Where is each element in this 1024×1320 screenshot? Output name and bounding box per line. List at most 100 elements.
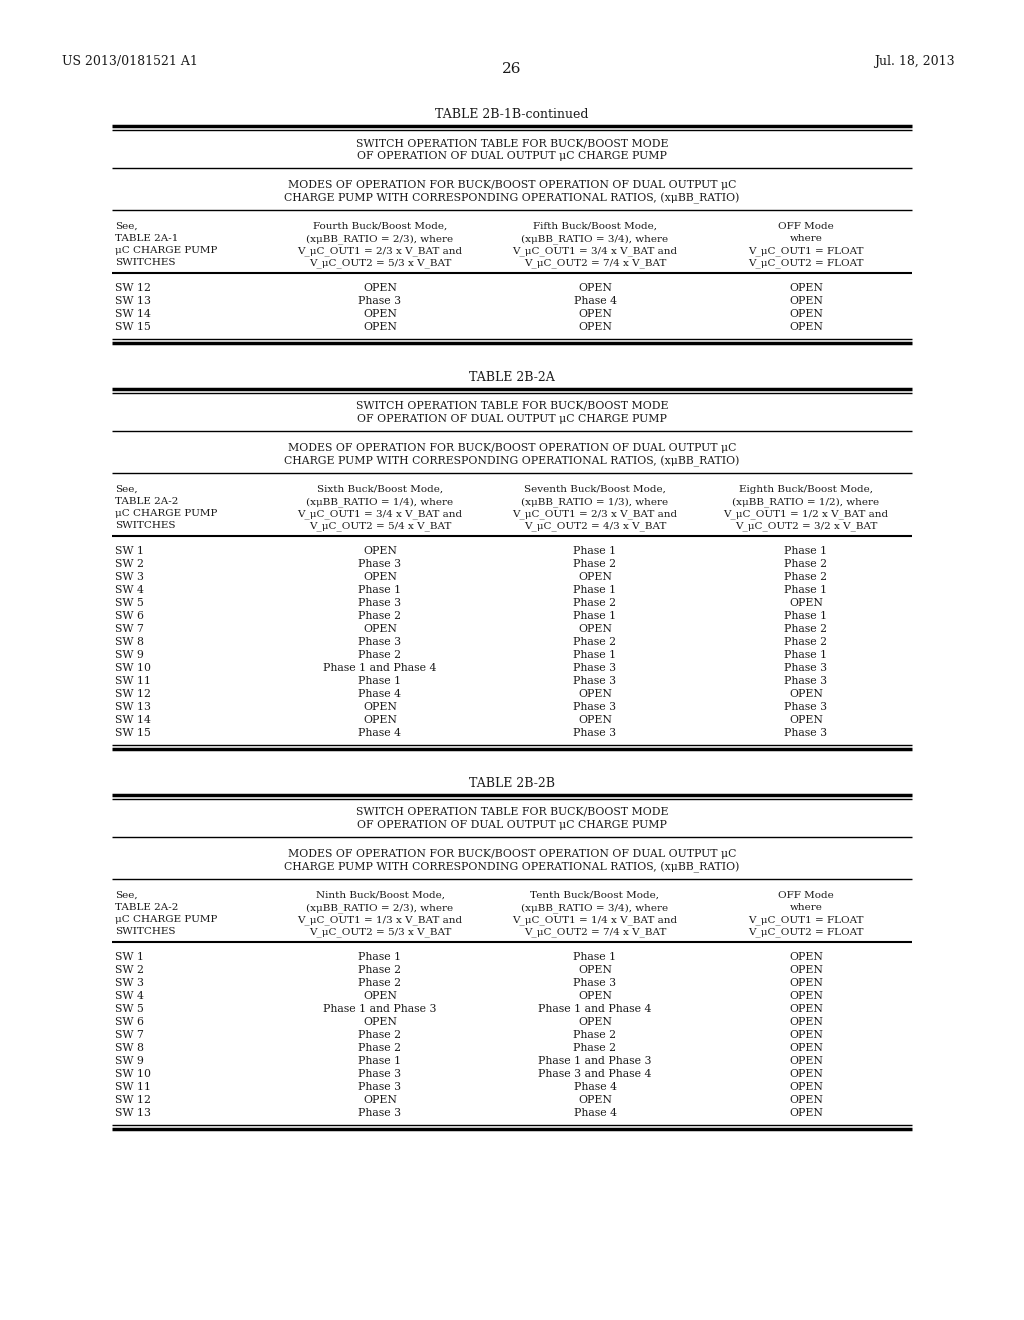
- Text: Phase 1 and Phase 3: Phase 1 and Phase 3: [539, 1056, 651, 1067]
- Text: OPEN: OPEN: [579, 689, 612, 700]
- Text: Phase 1: Phase 1: [784, 611, 827, 620]
- Text: Sixth Buck/Boost Mode,: Sixth Buck/Boost Mode,: [317, 484, 443, 494]
- Text: Phase 1: Phase 1: [358, 676, 401, 686]
- Text: SW 3: SW 3: [115, 572, 144, 582]
- Text: MODES OF OPERATION FOR BUCK/BOOST OPERATION OF DUAL OUTPUT μC: MODES OF OPERATION FOR BUCK/BOOST OPERAT…: [288, 849, 736, 859]
- Text: V_μC_OUT1 = 3/4 x V_BAT and: V_μC_OUT1 = 3/4 x V_BAT and: [512, 246, 678, 256]
- Text: TABLE 2B-2B: TABLE 2B-2B: [469, 777, 555, 789]
- Text: SW 15: SW 15: [115, 322, 151, 333]
- Text: Phase 3: Phase 3: [784, 663, 827, 673]
- Text: Ninth Buck/Boost Mode,: Ninth Buck/Boost Mode,: [315, 891, 444, 900]
- Text: SW 10: SW 10: [115, 663, 151, 673]
- Text: SW 13: SW 13: [115, 296, 151, 306]
- Text: Phase 2: Phase 2: [784, 572, 827, 582]
- Text: TABLE 2A-2: TABLE 2A-2: [115, 903, 178, 912]
- Text: Phase 2: Phase 2: [573, 638, 616, 647]
- Text: V_μC_OUT2 = FLOAT: V_μC_OUT2 = FLOAT: [749, 257, 864, 268]
- Text: V_μC_OUT1 = 1/4 x V_BAT and: V_μC_OUT1 = 1/4 x V_BAT and: [512, 915, 678, 925]
- Text: (xμBB_RATIO = 3/4), where: (xμBB_RATIO = 3/4), where: [521, 234, 669, 244]
- Text: Phase 1: Phase 1: [358, 1056, 401, 1067]
- Text: V_μC_OUT1 = 1/3 x V_BAT and: V_μC_OUT1 = 1/3 x V_BAT and: [297, 915, 463, 925]
- Text: OPEN: OPEN: [364, 309, 397, 319]
- Text: OPEN: OPEN: [364, 624, 397, 634]
- Text: V_μC_OUT2 = 7/4 x V_BAT: V_μC_OUT2 = 7/4 x V_BAT: [524, 927, 667, 937]
- Text: Phase 2: Phase 2: [784, 558, 827, 569]
- Text: (xμBB_RATIO = 3/4), where: (xμBB_RATIO = 3/4), where: [521, 903, 669, 913]
- Text: V_μC_OUT2 = 5/4 x V_BAT: V_μC_OUT2 = 5/4 x V_BAT: [309, 521, 452, 531]
- Text: V_μC_OUT2 = 7/4 x V_BAT: V_μC_OUT2 = 7/4 x V_BAT: [524, 257, 667, 268]
- Text: SW 7: SW 7: [115, 624, 144, 634]
- Text: SWITCH OPERATION TABLE FOR BUCK/BOOST MODE: SWITCH OPERATION TABLE FOR BUCK/BOOST MO…: [355, 139, 669, 148]
- Text: OPEN: OPEN: [364, 715, 397, 725]
- Text: SW 11: SW 11: [115, 676, 151, 686]
- Text: Phase 2: Phase 2: [784, 624, 827, 634]
- Text: CHARGE PUMP WITH CORRESPONDING OPERATIONAL RATIOS, (xμBB_RATIO): CHARGE PUMP WITH CORRESPONDING OPERATION…: [285, 455, 739, 467]
- Text: SW 9: SW 9: [115, 1056, 144, 1067]
- Text: OPEN: OPEN: [790, 309, 823, 319]
- Text: OPEN: OPEN: [790, 965, 823, 975]
- Text: SW 14: SW 14: [115, 715, 151, 725]
- Text: V_μC_OUT1 = FLOAT: V_μC_OUT1 = FLOAT: [749, 915, 864, 925]
- Text: SW 10: SW 10: [115, 1069, 151, 1078]
- Text: V_μC_OUT1 = 2/3 x V_BAT and: V_μC_OUT1 = 2/3 x V_BAT and: [512, 510, 678, 519]
- Text: OPEN: OPEN: [579, 309, 612, 319]
- Text: MODES OF OPERATION FOR BUCK/BOOST OPERATION OF DUAL OUTPUT μC: MODES OF OPERATION FOR BUCK/BOOST OPERAT…: [288, 180, 736, 190]
- Text: SW 12: SW 12: [115, 689, 151, 700]
- Text: TABLE 2B-1B-continued: TABLE 2B-1B-continued: [435, 108, 589, 121]
- Text: Phase 1: Phase 1: [573, 546, 616, 556]
- Text: SW 6: SW 6: [115, 1016, 144, 1027]
- Text: (xμBB_RATIO = 1/3), where: (xμBB_RATIO = 1/3), where: [521, 498, 669, 507]
- Text: μC CHARGE PUMP: μC CHARGE PUMP: [115, 246, 217, 255]
- Text: Phase 1: Phase 1: [784, 585, 827, 595]
- Text: Phase 2: Phase 2: [358, 611, 401, 620]
- Text: SW 1: SW 1: [115, 952, 144, 962]
- Text: OPEN: OPEN: [364, 546, 397, 556]
- Text: Phase 3: Phase 3: [358, 1107, 401, 1118]
- Text: V_μC_OUT2 = 5/3 x V_BAT: V_μC_OUT2 = 5/3 x V_BAT: [309, 257, 452, 268]
- Text: OPEN: OPEN: [579, 715, 612, 725]
- Text: SW 6: SW 6: [115, 611, 144, 620]
- Text: Phase 2: Phase 2: [358, 649, 401, 660]
- Text: OF OPERATION OF DUAL OUTPUT μC CHARGE PUMP: OF OPERATION OF DUAL OUTPUT μC CHARGE PU…: [357, 820, 667, 830]
- Text: OPEN: OPEN: [364, 572, 397, 582]
- Text: Phase 1 and Phase 4: Phase 1 and Phase 4: [539, 1005, 651, 1014]
- Text: SWITCHES: SWITCHES: [115, 521, 175, 531]
- Text: Phase 3: Phase 3: [358, 558, 401, 569]
- Text: Phase 1: Phase 1: [784, 649, 827, 660]
- Text: OF OPERATION OF DUAL OUTPUT μC CHARGE PUMP: OF OPERATION OF DUAL OUTPUT μC CHARGE PU…: [357, 150, 667, 161]
- Text: V_μC_OUT2 = FLOAT: V_μC_OUT2 = FLOAT: [749, 927, 864, 937]
- Text: OFF Mode: OFF Mode: [778, 222, 834, 231]
- Text: OPEN: OPEN: [579, 322, 612, 333]
- Text: V_μC_OUT2 = 4/3 x V_BAT: V_μC_OUT2 = 4/3 x V_BAT: [524, 521, 667, 531]
- Text: V_μC_OUT1 = FLOAT: V_μC_OUT1 = FLOAT: [749, 246, 864, 256]
- Text: OPEN: OPEN: [579, 1096, 612, 1105]
- Text: SW 9: SW 9: [115, 649, 144, 660]
- Text: OPEN: OPEN: [790, 1096, 823, 1105]
- Text: SWITCH OPERATION TABLE FOR BUCK/BOOST MODE: SWITCH OPERATION TABLE FOR BUCK/BOOST MO…: [355, 401, 669, 411]
- Text: OPEN: OPEN: [790, 1005, 823, 1014]
- Text: Phase 1: Phase 1: [573, 585, 616, 595]
- Text: SW 5: SW 5: [115, 1005, 144, 1014]
- Text: Phase 3: Phase 3: [358, 296, 401, 306]
- Text: OPEN: OPEN: [790, 689, 823, 700]
- Text: Fourth Buck/Boost Mode,: Fourth Buck/Boost Mode,: [313, 222, 447, 231]
- Text: (xμBB_RATIO = 2/3), where: (xμBB_RATIO = 2/3), where: [306, 903, 454, 913]
- Text: SW 8: SW 8: [115, 638, 144, 647]
- Text: 26: 26: [502, 62, 522, 77]
- Text: SW 13: SW 13: [115, 1107, 151, 1118]
- Text: OPEN: OPEN: [579, 965, 612, 975]
- Text: OPEN: OPEN: [364, 322, 397, 333]
- Text: Phase 1: Phase 1: [573, 952, 616, 962]
- Text: OPEN: OPEN: [790, 1056, 823, 1067]
- Text: Phase 2: Phase 2: [358, 1030, 401, 1040]
- Text: Phase 1 and Phase 3: Phase 1 and Phase 3: [324, 1005, 437, 1014]
- Text: SW 4: SW 4: [115, 585, 144, 595]
- Text: Phase 3: Phase 3: [573, 676, 616, 686]
- Text: V_μC_OUT1 = 2/3 x V_BAT and: V_μC_OUT1 = 2/3 x V_BAT and: [297, 246, 463, 256]
- Text: Phase 2: Phase 2: [784, 638, 827, 647]
- Text: SWITCHES: SWITCHES: [115, 927, 175, 936]
- Text: Phase 2: Phase 2: [358, 965, 401, 975]
- Text: Phase 4: Phase 4: [358, 689, 401, 700]
- Text: OPEN: OPEN: [790, 952, 823, 962]
- Text: OPEN: OPEN: [790, 1030, 823, 1040]
